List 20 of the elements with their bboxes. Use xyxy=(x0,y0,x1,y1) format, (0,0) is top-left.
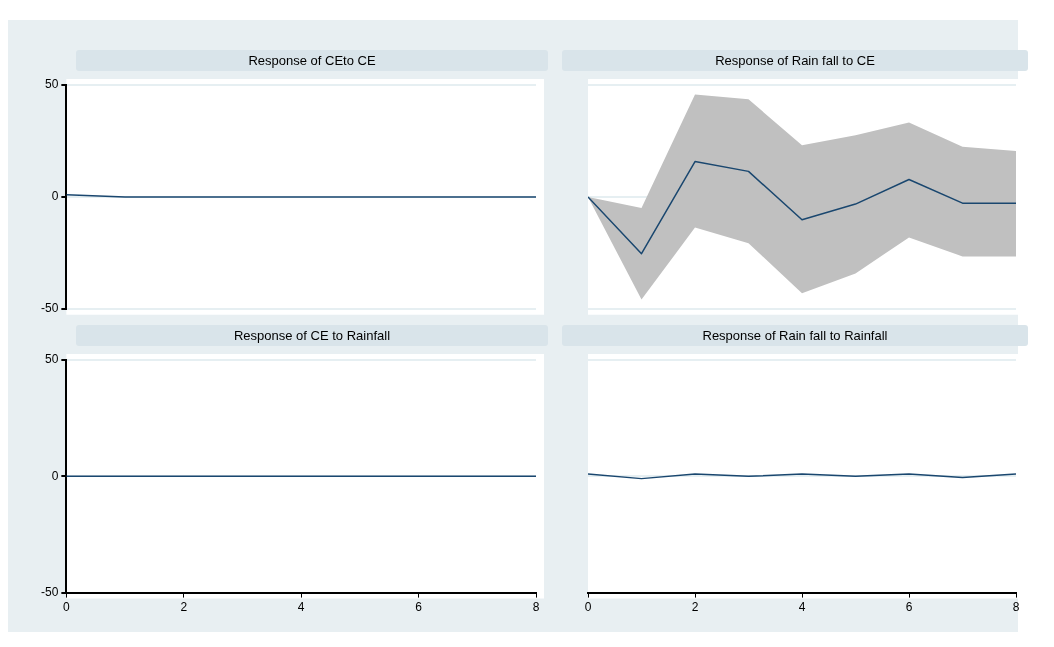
y-tick-label: 0 xyxy=(51,468,59,483)
x-tick-label: 2 xyxy=(180,600,188,615)
chart-title: Response of CEto CE xyxy=(76,50,548,71)
y-tick-label: -50 xyxy=(41,301,59,316)
chart-title: Response of CE to Rainfall xyxy=(76,325,548,346)
x-tick-label: 8 xyxy=(532,600,540,615)
y-tick-label: 50 xyxy=(44,352,59,367)
chart-title: Response of Rain fall to Rainfall xyxy=(562,325,1028,346)
y-tick-label: 0 xyxy=(51,189,59,204)
x-tick-label: 0 xyxy=(63,600,70,615)
x-tick-label: 4 xyxy=(798,600,806,615)
x-tick-label: 0 xyxy=(584,600,592,615)
x-tick-label: 6 xyxy=(905,600,913,615)
x-tick-label: 4 xyxy=(297,600,305,615)
y-tick-label: 50 xyxy=(44,77,59,92)
x-tick-label: 6 xyxy=(415,600,423,615)
y-tick-label: -50 xyxy=(41,584,59,599)
x-tick-label: 2 xyxy=(691,600,699,615)
chart-title: Response of Rain fall to CE xyxy=(562,50,1028,71)
x-tick-label: 8 xyxy=(1012,600,1020,615)
